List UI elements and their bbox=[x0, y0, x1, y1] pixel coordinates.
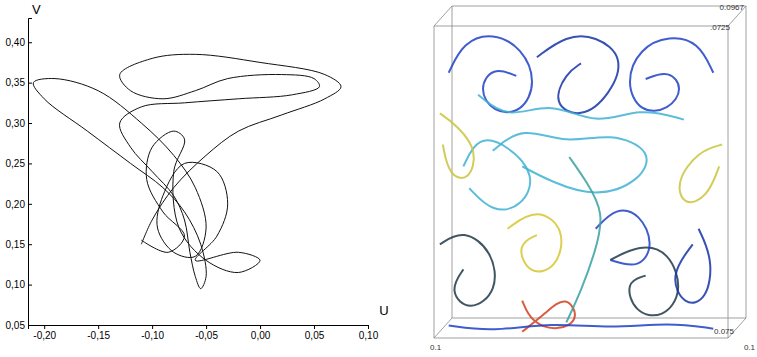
streamline bbox=[478, 95, 684, 120]
box-edge bbox=[434, 26, 435, 338]
box-edge bbox=[434, 26, 728, 27]
x-axis: -0,20 -0,15 -0,10 -0,05 0,00 0,05 0,10 bbox=[29, 325, 379, 341]
y-tick-label: 0,20 bbox=[6, 199, 26, 210]
x-tick-mark bbox=[260, 325, 261, 329]
y-tick-label: 0,05 bbox=[6, 320, 26, 331]
box-edge bbox=[746, 6, 747, 318]
y-tick-label: 0,10 bbox=[6, 279, 26, 290]
y-axis: 0,05 0,10 0,15 0,20 0,25 0,30 0,35 0,40 bbox=[6, 19, 32, 331]
x-axis-title: U bbox=[379, 303, 388, 318]
box-edge bbox=[452, 6, 746, 7]
x-tick-mark bbox=[98, 325, 99, 329]
box-frame bbox=[434, 6, 746, 338]
x-tick-label: 0,10 bbox=[359, 330, 379, 341]
y-tick-mark bbox=[28, 244, 32, 245]
streamline bbox=[537, 36, 618, 113]
y-tick-label: 0,40 bbox=[6, 37, 26, 48]
streamline bbox=[596, 211, 650, 265]
y-tick-mark bbox=[28, 42, 32, 43]
box-edge bbox=[434, 6, 452, 26]
plot-area bbox=[33, 54, 341, 288]
y-tick-mark bbox=[28, 325, 32, 326]
box-edge bbox=[434, 338, 728, 339]
y-tick-mark bbox=[28, 204, 32, 205]
streamline bbox=[566, 157, 600, 322]
x-tick: 0,00 bbox=[251, 325, 271, 341]
y-tick: 0,20 bbox=[6, 199, 32, 210]
streamline bbox=[449, 36, 532, 112]
streamline bbox=[493, 133, 647, 192]
box-edge bbox=[452, 318, 746, 319]
y-tick-mark bbox=[28, 163, 32, 164]
x-tick-mark bbox=[206, 325, 207, 329]
streamline bbox=[508, 214, 562, 271]
y-tick-mark bbox=[28, 285, 32, 286]
streamline bbox=[630, 38, 713, 110]
y-tick-mark bbox=[28, 83, 32, 84]
trajectory bbox=[33, 54, 341, 288]
box-edge bbox=[434, 318, 452, 338]
chart-right: 0.0967 .0725 0.1 0.075 0.1 bbox=[430, 3, 756, 352]
corner-label: .0725 bbox=[710, 23, 731, 32]
x-tick-mark bbox=[368, 325, 369, 329]
box-edge bbox=[452, 6, 453, 318]
corner-label: 0.1 bbox=[744, 343, 756, 352]
plot-area bbox=[440, 36, 722, 332]
y-axis-title: V bbox=[32, 2, 41, 17]
y-tick: 0,35 bbox=[6, 77, 32, 88]
x-tick-label: -0,15 bbox=[87, 330, 110, 341]
x-tick: -0,20 bbox=[33, 325, 56, 341]
x-tick-mark bbox=[314, 325, 315, 329]
x-tick-label: -0,20 bbox=[33, 330, 56, 341]
x-tick-label: 0,05 bbox=[305, 330, 325, 341]
streamline bbox=[675, 229, 710, 303]
streamline bbox=[680, 145, 723, 203]
streamline bbox=[449, 324, 714, 329]
streamline bbox=[440, 113, 474, 178]
x-tick: -0,15 bbox=[87, 325, 110, 341]
y-tick-mark bbox=[28, 123, 32, 124]
y-tick-label: 0,30 bbox=[6, 118, 26, 129]
corner-label: 0.0967 bbox=[720, 3, 745, 12]
chart-left: -0,20 -0,15 -0,10 -0,05 0,00 0,05 0,10 0,05 0,10… bbox=[6, 2, 389, 341]
x-tick: -0,10 bbox=[141, 325, 164, 341]
y-tick: 0,30 bbox=[6, 118, 32, 129]
x-tick-mark bbox=[44, 325, 45, 329]
x-tick-label: 0,00 bbox=[251, 330, 271, 341]
figure: -0,20 -0,15 -0,10 -0,05 0,00 0,05 0,10 0,05 0,10… bbox=[0, 0, 757, 357]
x-tick: 0,05 bbox=[305, 325, 325, 341]
x-axis-line bbox=[29, 326, 369, 330]
x-tick: -0,05 bbox=[195, 325, 218, 341]
y-tick-label: 0,35 bbox=[6, 77, 26, 88]
corner-label: 0.1 bbox=[430, 343, 442, 352]
y-tick-label: 0,15 bbox=[6, 239, 26, 250]
y-tick: 0,05 bbox=[6, 320, 32, 331]
y-tick: 0,40 bbox=[6, 37, 32, 48]
y-tick: 0,25 bbox=[6, 158, 32, 169]
x-tick-label: -0,10 bbox=[141, 330, 164, 341]
x-tick: 0,10 bbox=[359, 325, 379, 341]
streamline bbox=[440, 235, 495, 306]
y-tick-label: 0,25 bbox=[6, 158, 26, 169]
y-tick: 0,10 bbox=[6, 279, 32, 290]
y-axis-line bbox=[29, 19, 33, 326]
x-tick-label: -0,05 bbox=[195, 330, 218, 341]
corner-label: 0.075 bbox=[714, 327, 735, 336]
x-tick-mark bbox=[152, 325, 153, 329]
y-tick: 0,15 bbox=[6, 239, 32, 250]
box-edge bbox=[728, 26, 729, 338]
